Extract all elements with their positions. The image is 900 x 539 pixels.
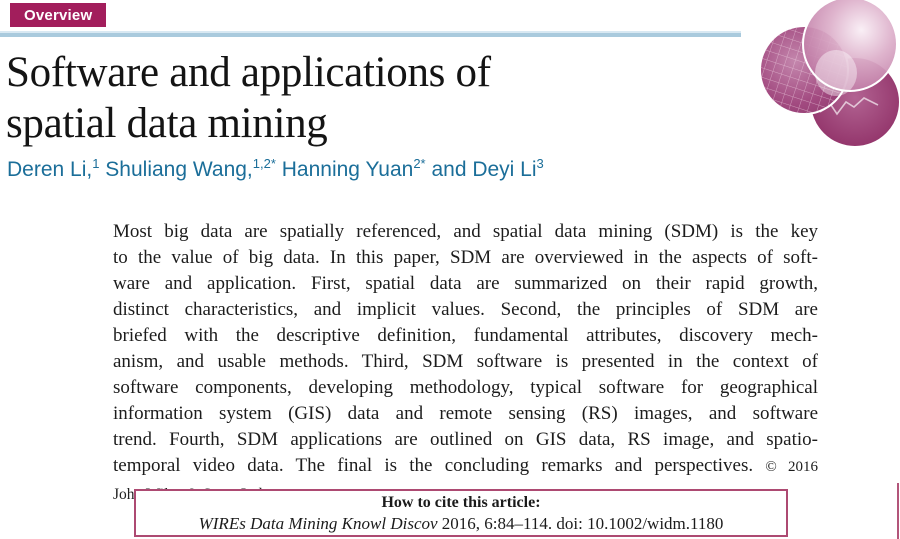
journal-name: WIREs Data Mining Knowl Discov	[198, 513, 438, 533]
abstract-line: briefed with the descriptive definition,…	[113, 325, 818, 346]
citation-heading: How to cite this article:	[381, 493, 541, 511]
abstract-line: software components, developing methodol…	[113, 377, 818, 398]
author-affiliation-sup: 1,2*	[252, 156, 276, 171]
abstract-last-line: temporal video data. The final is the co…	[113, 453, 818, 480]
abstract-line: ware and application. First, spatial dat…	[113, 273, 818, 294]
wires-journal-logo-icon	[758, 0, 900, 148]
author-affiliation-sup: 2*	[413, 156, 426, 171]
overview-badge-label: Overview	[24, 6, 93, 24]
abstract-line: anism, and usable methods. Third, SDM so…	[113, 351, 818, 372]
author-name: Deren Li,	[7, 158, 93, 181]
author-name: and Deyi Li	[425, 158, 537, 181]
author-affiliation-sup: 1	[92, 156, 100, 171]
abstract-line: distinct characteristics, and implicit v…	[113, 299, 818, 320]
overview-badge: Overview	[10, 3, 107, 27]
abstract-line: trend. Fourth, SDM applications are outl…	[113, 429, 818, 450]
copyright-notice: © 2016	[765, 459, 819, 475]
author-name: Hanning Yuan	[275, 158, 414, 181]
title-line-1: Software and applications of	[6, 49, 491, 96]
author-name: Shuliang Wang,	[99, 158, 253, 181]
abstract-line: Most big data are spatially referenced, …	[113, 221, 818, 242]
abstract-line: information system (GIS) data and remote…	[113, 403, 818, 424]
page-edge-mark	[897, 483, 899, 539]
author-list: Deren Li,1 Shuliang Wang,1,2* Hanning Yu…	[7, 156, 767, 182]
header-divider	[0, 31, 741, 37]
abstract-line: to the value of big data. In this paper,…	[113, 247, 818, 268]
title-line-2: spatial data mining	[6, 100, 328, 147]
abstract-line: temporal video data. The final is the co…	[113, 455, 754, 476]
page-title: Software and applications of spatial dat…	[6, 47, 746, 149]
author-affiliation-sup: 3	[536, 156, 544, 171]
citation-box: How to cite this article: WIREs Data Min…	[134, 489, 788, 537]
citation-details: 2016, 6:84–114. doi: 10.1002/widm.1180	[437, 513, 724, 533]
citation-reference: WIREs Data Mining Knowl Discov 2016, 6:8…	[199, 513, 724, 534]
abstract: Most big data are spatially referenced, …	[113, 219, 818, 508]
